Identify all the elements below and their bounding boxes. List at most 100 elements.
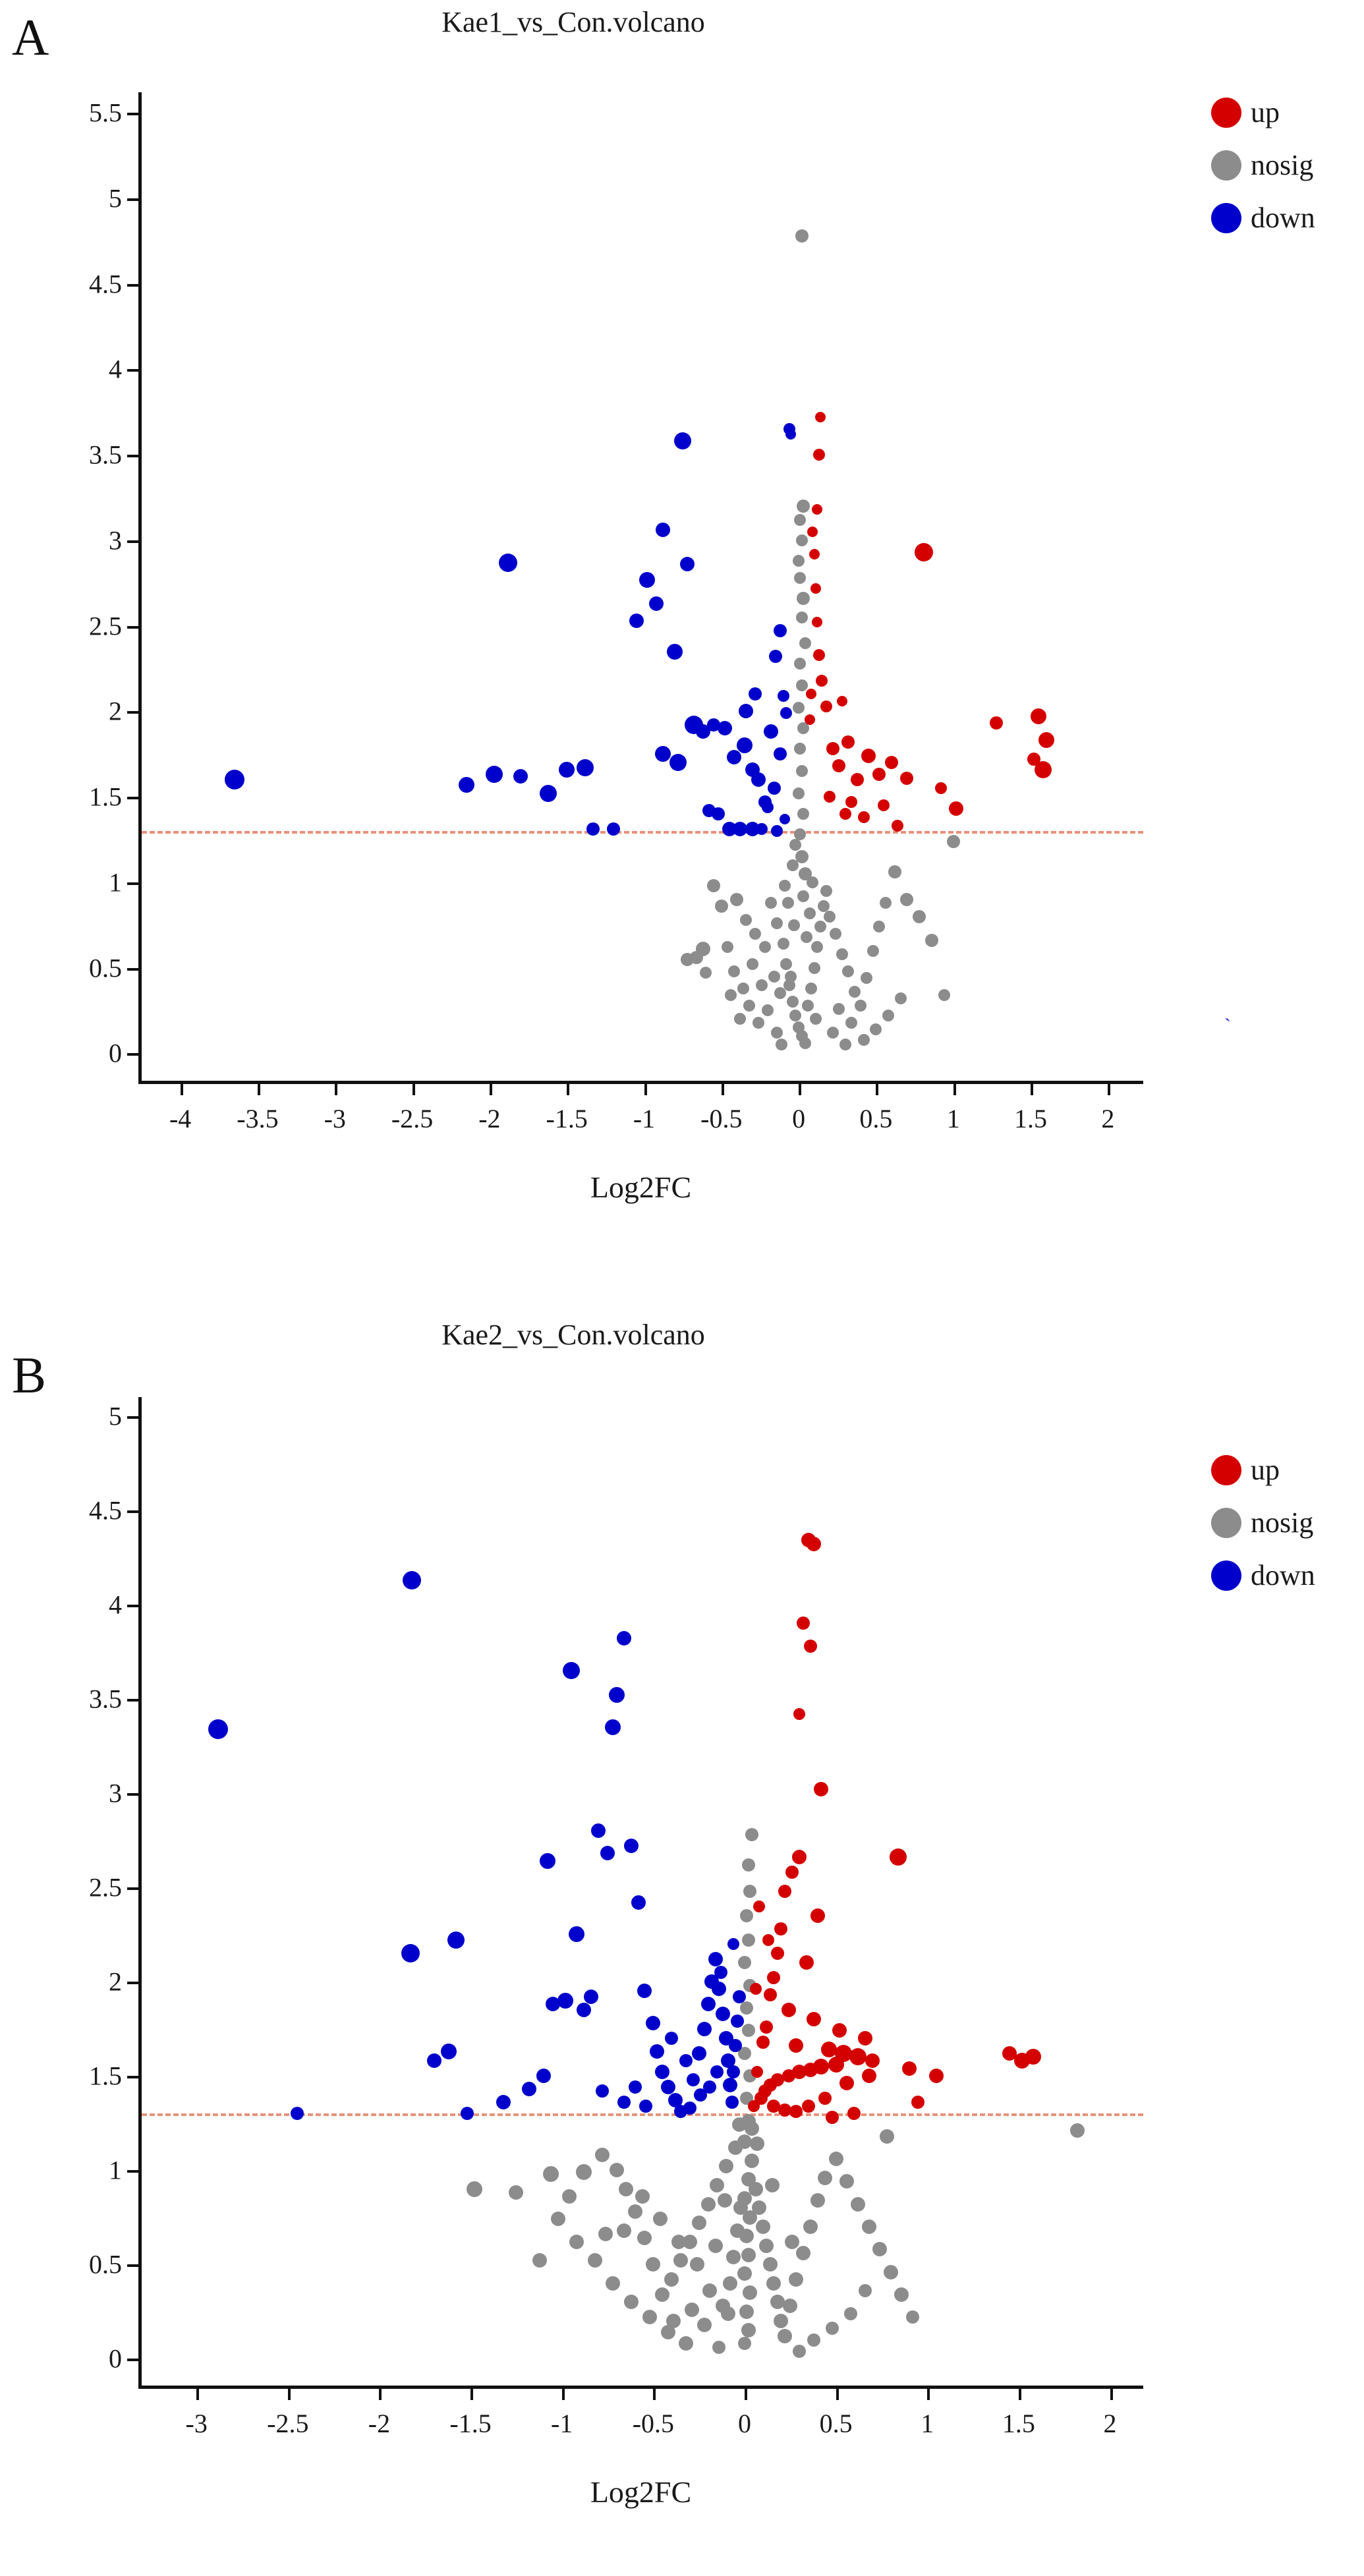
y-axis-tick-label: 1 <box>109 867 122 898</box>
scatter-point-down <box>208 1719 229 1739</box>
scatter-point-nosig <box>820 884 833 897</box>
scatter-point-nosig <box>809 1013 822 1025</box>
scatter-point-nosig <box>797 808 810 820</box>
scatter-point-nosig <box>700 2196 716 2212</box>
scatter-point-nosig <box>793 2344 807 2358</box>
y-axis-tick-label: 1.5 <box>89 2061 122 2091</box>
scatter-point-down <box>683 2101 696 2115</box>
scatter-point-nosig <box>743 2210 758 2225</box>
scatter-point-nosig <box>627 2204 642 2219</box>
scatter-point-nosig <box>745 2121 760 2136</box>
x-axis-tick <box>412 1081 415 1095</box>
legend-item-nosig[interactable]: nosig <box>1211 150 1315 181</box>
scatter-point-down <box>224 770 244 790</box>
x-axis-tick <box>489 1081 492 1095</box>
scatter-point-nosig <box>894 2287 909 2302</box>
scatter-point-nosig <box>818 2170 832 2185</box>
scatter-point-up <box>812 648 825 661</box>
scatter-point-down <box>584 1989 599 2004</box>
scatter-point-nosig <box>799 1037 811 1049</box>
scatter-point-down <box>714 1965 727 1979</box>
scatter-point-up <box>892 820 904 832</box>
scatter-point-nosig <box>724 989 737 1002</box>
scatter-point-nosig <box>913 909 926 923</box>
scatter-point-nosig <box>780 958 793 971</box>
scatter-point-down <box>600 1846 615 1861</box>
scatter-point-nosig <box>722 2275 737 2291</box>
scatter-point-up <box>901 2061 917 2076</box>
scatter-point-nosig <box>805 982 817 994</box>
scatter-point-nosig <box>730 892 744 906</box>
scatter-point-down <box>665 2031 679 2045</box>
scatter-point-nosig <box>839 1039 851 1051</box>
scatter-point-down <box>591 1823 606 1839</box>
scatter-point-up <box>1002 2046 1017 2061</box>
scatter-point-down <box>539 1852 555 1869</box>
scatter-point-nosig <box>795 849 809 863</box>
scatter-point-up <box>809 548 820 559</box>
legend-item-up[interactable]: up <box>1211 1455 1315 1485</box>
panel-a-plot-area: 0 0.5 1 1.5 2 2.5 3 3.5 4 4.5 5 5.5 -4 -3.5 -3 -2.5 -2 -1… <box>89 92 1143 1133</box>
scatter-point-nosig <box>753 1016 765 1029</box>
scatter-point-nosig <box>797 499 810 513</box>
legend-label: nosig <box>1251 1506 1314 1539</box>
scatter-point-up <box>781 2069 795 2083</box>
scatter-point-up <box>824 791 836 803</box>
scatter-point-up <box>889 1848 907 1866</box>
scatter-point-up <box>900 771 914 785</box>
scatter-point-up <box>861 2069 876 2084</box>
x-axis-tick <box>745 2386 747 2400</box>
scatter-point-up <box>839 808 851 820</box>
scatter-point-up <box>799 1955 814 1970</box>
scatter-point-nosig <box>707 879 721 892</box>
scatter-point-nosig <box>681 952 695 966</box>
scatter-point-nosig <box>770 2295 785 2310</box>
scatter-point-nosig <box>741 2024 755 2038</box>
y-axis-tick <box>127 455 142 458</box>
legend-item-nosig[interactable]: nosig <box>1211 1508 1315 1538</box>
scatter-point-nosig <box>642 2310 657 2325</box>
scatter-point-up <box>763 1988 777 2001</box>
scatter-point-nosig <box>882 1010 895 1022</box>
scatter-point-up <box>949 801 964 816</box>
legend-item-up[interactable]: up <box>1211 98 1315 128</box>
scatter-point-nosig <box>848 985 861 998</box>
scatter-point-up <box>872 768 886 782</box>
scatter-point-up <box>818 2092 832 2105</box>
x-axis-tick-label: -2.5 <box>391 1104 434 1133</box>
scatter-point-down <box>631 1895 646 1910</box>
panel-b-plot-area: 0 0.5 1 1.5 2 2.5 3 3.5 4 4.5 5 -3 -2.5 -2 -1.5 -1 -0.5 0… <box>89 1397 1143 2438</box>
scatter-point-nosig <box>733 2200 749 2216</box>
scatter-point-nosig <box>795 611 808 623</box>
scatter-point-down <box>654 746 671 762</box>
y-axis-tick <box>127 1416 142 1419</box>
scatter-point-nosig <box>543 2165 559 2182</box>
legend-item-down[interactable]: down <box>1211 1560 1315 1591</box>
scatter-point-nosig <box>762 2257 778 2272</box>
scatter-point-nosig <box>717 2192 732 2208</box>
scatter-point-nosig <box>738 2337 751 2351</box>
x-axis-tick <box>287 2386 291 2400</box>
legend-item-down[interactable]: down <box>1211 203 1315 233</box>
panel-b: B Kae2_vs_Con.volcano 0 0.5 1 1.5 2 2.5 3 3.5 4 4… <box>0 1292 1364 2576</box>
legend-label: down <box>1251 202 1315 234</box>
scatter-point-nosig <box>879 896 892 909</box>
scatter-point-nosig <box>861 972 873 985</box>
scatter-point-down <box>691 2046 706 2061</box>
scatter-point-up <box>820 700 833 712</box>
scatter-point-nosig <box>774 987 786 1000</box>
scatter-point-nosig <box>906 2310 920 2324</box>
scatter-point-nosig <box>771 917 783 930</box>
y-axis-tick-label: 0.5 <box>89 2249 122 2279</box>
y-axis-tick-label: 1 <box>109 2155 122 2185</box>
y-axis-tick-label: 0 <box>109 2343 122 2374</box>
scatter-point-nosig <box>789 1010 802 1022</box>
scatter-point-up <box>810 583 821 594</box>
panel-b-x-axis-title: Log2FC <box>590 2475 692 2509</box>
scatter-point-down <box>460 2107 474 2121</box>
x-axis-tick <box>1018 2386 1021 2400</box>
scatter-point-nosig <box>635 2189 650 2204</box>
y-axis-tick <box>127 2264 142 2268</box>
scatter-point-down <box>727 1937 740 1950</box>
